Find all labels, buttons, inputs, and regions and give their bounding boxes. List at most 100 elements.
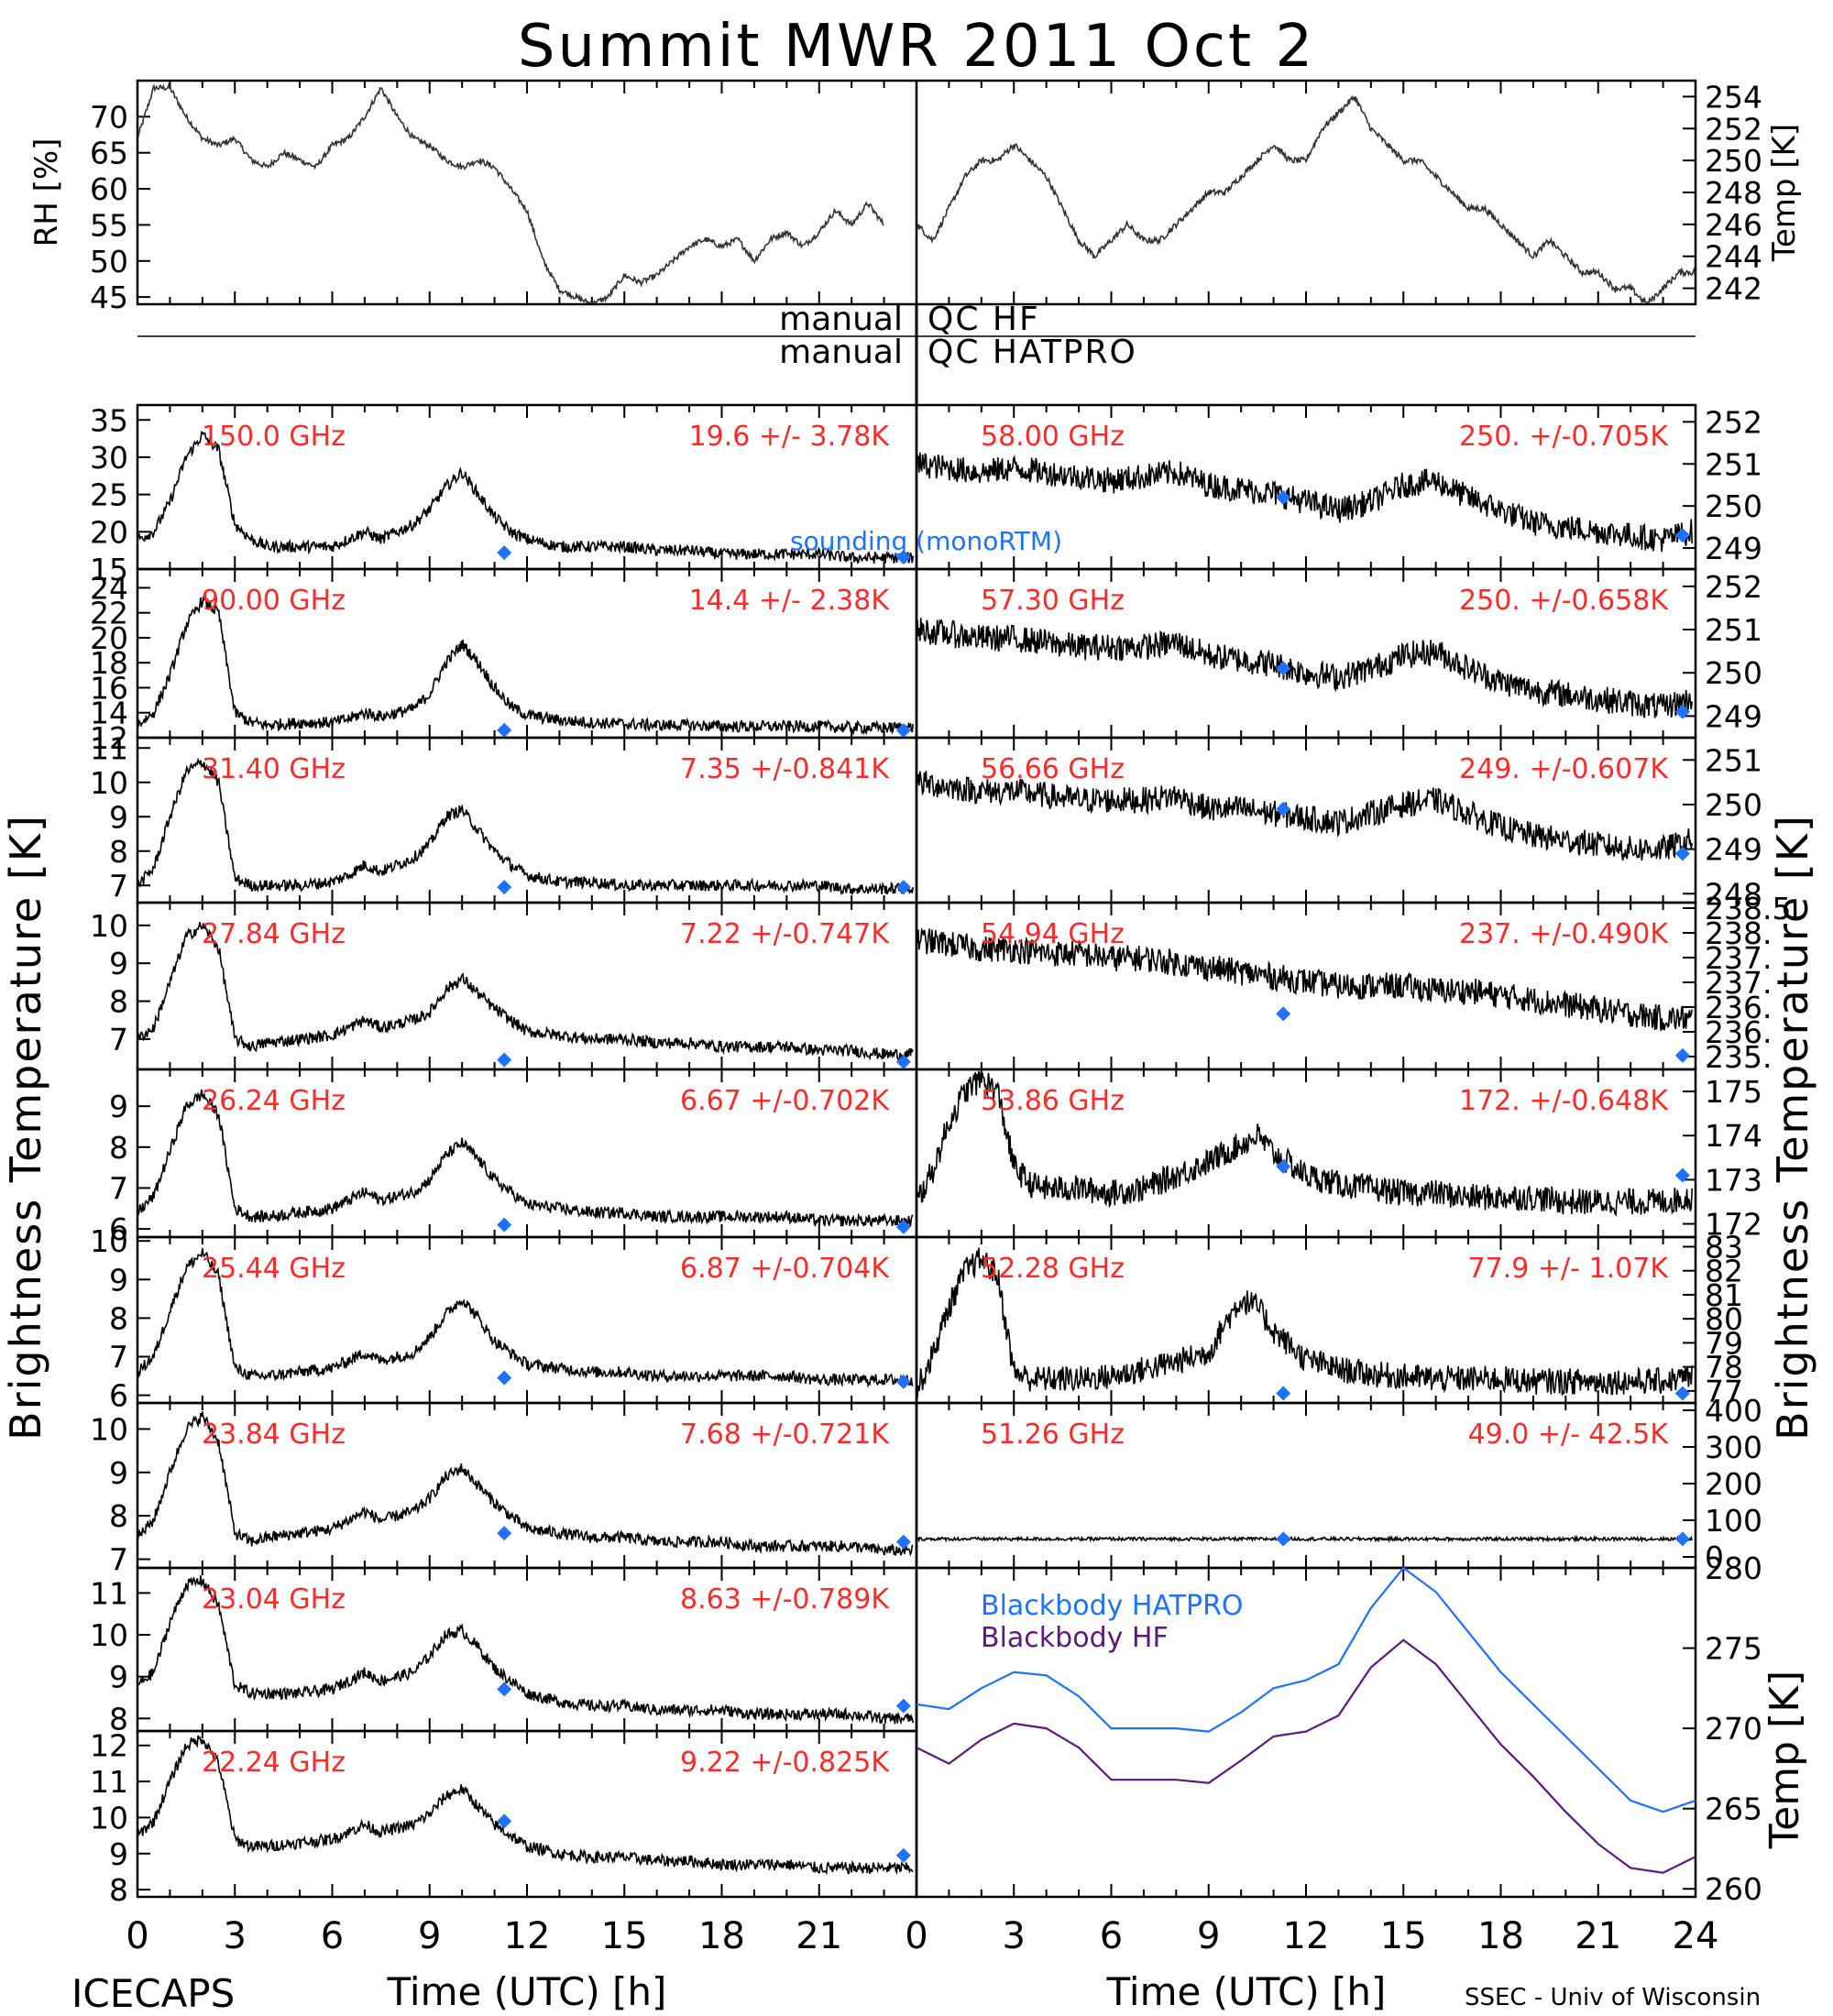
channel-stat-label: 249. +/-0.607K [1459,753,1669,785]
x-tick-label-left: 21 [796,1915,842,1957]
sounding-point [895,1534,911,1550]
y-tick-label: 8 [109,1300,128,1336]
y-tick-label: 300 [1705,1430,1762,1465]
x-tick-label-right: 21 [1575,1915,1621,1957]
y-tick-label: 236. [1705,990,1772,1025]
sounding-point [1674,528,1690,543]
x-minor-ticks [916,903,1696,1069]
channel-frequency-label: 90.00 GHz [202,585,346,617]
y-tick-label: 10 [90,908,128,944]
y-tick-label: 250 [1705,143,1762,179]
x-tick-label-left: 12 [504,1915,551,1957]
y-tick-label: 20 [90,620,128,656]
y-tick-label: 8 [109,1498,128,1534]
channel-frequency-label: 53.86 GHz [981,1085,1125,1117]
channel-frequency-label: 52.28 GHz [981,1253,1125,1285]
y-tick-label: 9 [109,1262,128,1298]
sounding-point [1674,1167,1690,1183]
x-minor-ticks [916,1568,1696,1897]
sounding-point [1276,1006,1291,1022]
channel-stat-label: 172. +/-0.648K [1459,1085,1669,1117]
x-minor-ticks [137,569,917,738]
y-tick-label: 251 [1705,742,1762,778]
blackbody-hatpro-legend: Blackbody HATPRO [981,1590,1244,1622]
sounding-point [895,1054,911,1069]
y-tick-label: 11 [90,1764,128,1800]
x-minor-ticks [137,1568,917,1731]
y-tick-label: 35 [90,402,128,438]
qc-hatpro-label-left: manual [779,334,903,371]
channel-stat-label: 77.9 +/- 1.07K [1468,1253,1670,1285]
channel-stat-label: 6.87 +/-0.704K [680,1253,890,1285]
channel-trace [916,926,1693,1032]
channel-stat-label: 49.0 +/- 42.5K [1468,1419,1670,1451]
y-tick-label: 15 [90,552,128,587]
x-minor-ticks [137,1069,917,1237]
y-tick-label: 7 [109,1339,128,1375]
y-tick-label: 6 [109,1211,128,1247]
x-tick-label-right: 0 [905,1915,927,1957]
y-tick-label: 12 [90,720,128,756]
y-tick-label: 24 [90,570,128,606]
channel-stat-label: 250. +/-0.705K [1459,421,1669,453]
y-tick-label: 244 [1705,239,1762,275]
y-tick-label: 81 [1705,1277,1743,1313]
sounding-point [895,723,911,738]
y-tick-label: 82 [1705,1254,1743,1289]
rh-trace [137,82,884,304]
blackbody-temp-axis-label: Temp [K] [1762,1671,1808,1849]
y-tick-label: 10 [90,1223,128,1259]
y-tick-label: 250 [1705,787,1762,823]
y-tick-label: 238.5 [1705,891,1791,926]
sounding-point [1276,661,1291,676]
x-minor-ticks [916,1237,1696,1403]
sounding-point [1674,1531,1690,1547]
y-tick-label: 275 [1705,1631,1762,1667]
x-tick-label-left: 15 [601,1915,648,1957]
channel-frequency-label: 23.04 GHz [202,1583,346,1616]
channel-trace [916,1534,1693,1543]
sounding-point [1674,1047,1690,1063]
channel-frequency-label: 54.94 GHz [981,918,1125,950]
y-tick-label: 77 [1705,1374,1743,1409]
channel-frequency-label: 23.84 GHz [202,1419,346,1451]
sounding-point [895,1847,911,1863]
channel-stat-label: 7.68 +/-0.721K [680,1419,890,1451]
sounding-point [1276,1386,1291,1401]
channel-trace [137,595,914,736]
y-tick-label: 11 [90,1575,128,1611]
channel-trace [137,1575,914,1726]
y-tick-label: 174 [1705,1118,1762,1154]
y-tick-label: 250 [1705,655,1762,691]
sounding-point [497,1370,512,1386]
x-tick-label-right: 15 [1380,1915,1427,1957]
sounding-point [1276,801,1291,816]
temp-axis-label: Temp [K] [1766,124,1803,262]
y-tick-label: 79 [1705,1325,1743,1361]
y-tick-label: 7 [109,1542,128,1578]
y-tick-label: 9 [109,799,128,835]
y-tick-label: 237. [1705,965,1772,1001]
x-tick-label-right: 9 [1197,1915,1220,1957]
sounding-point [497,880,512,895]
sounding-point [497,1052,512,1068]
channel-frequency-label: 25.44 GHz [202,1253,346,1285]
channel-trace [137,1247,914,1388]
x-minor-ticks [916,405,1696,569]
blackbody-hatpro-line [916,1566,1696,1813]
chart-title: Summit MWR 2011 Oct 2 [518,13,1315,81]
sounding-point [895,1219,911,1234]
y-tick-label: 7 [109,868,128,904]
y-tick-label: 16 [90,670,128,706]
y-tick-label: 10 [90,1800,128,1835]
x-tick-label-left: 18 [698,1915,745,1957]
channel-stat-label: 7.22 +/-0.747K [680,918,890,950]
channel-stat-label: 250. +/-0.658K [1459,585,1669,617]
y-tick-label: 270 [1705,1711,1762,1747]
y-tick-label: 65 [90,136,128,171]
sounding-point [1674,846,1690,861]
y-tick-label: 50 [90,244,128,279]
channel-trace [916,771,1693,861]
sounding-point [1276,489,1291,505]
